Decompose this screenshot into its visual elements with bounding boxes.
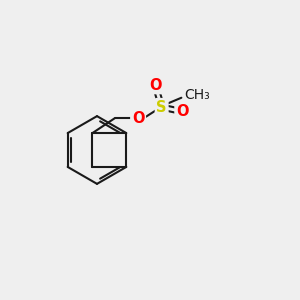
Text: O: O — [176, 104, 188, 119]
Text: CH₃: CH₃ — [184, 88, 210, 102]
Text: O: O — [149, 78, 161, 93]
Text: S: S — [156, 100, 167, 115]
Text: O: O — [132, 111, 144, 126]
